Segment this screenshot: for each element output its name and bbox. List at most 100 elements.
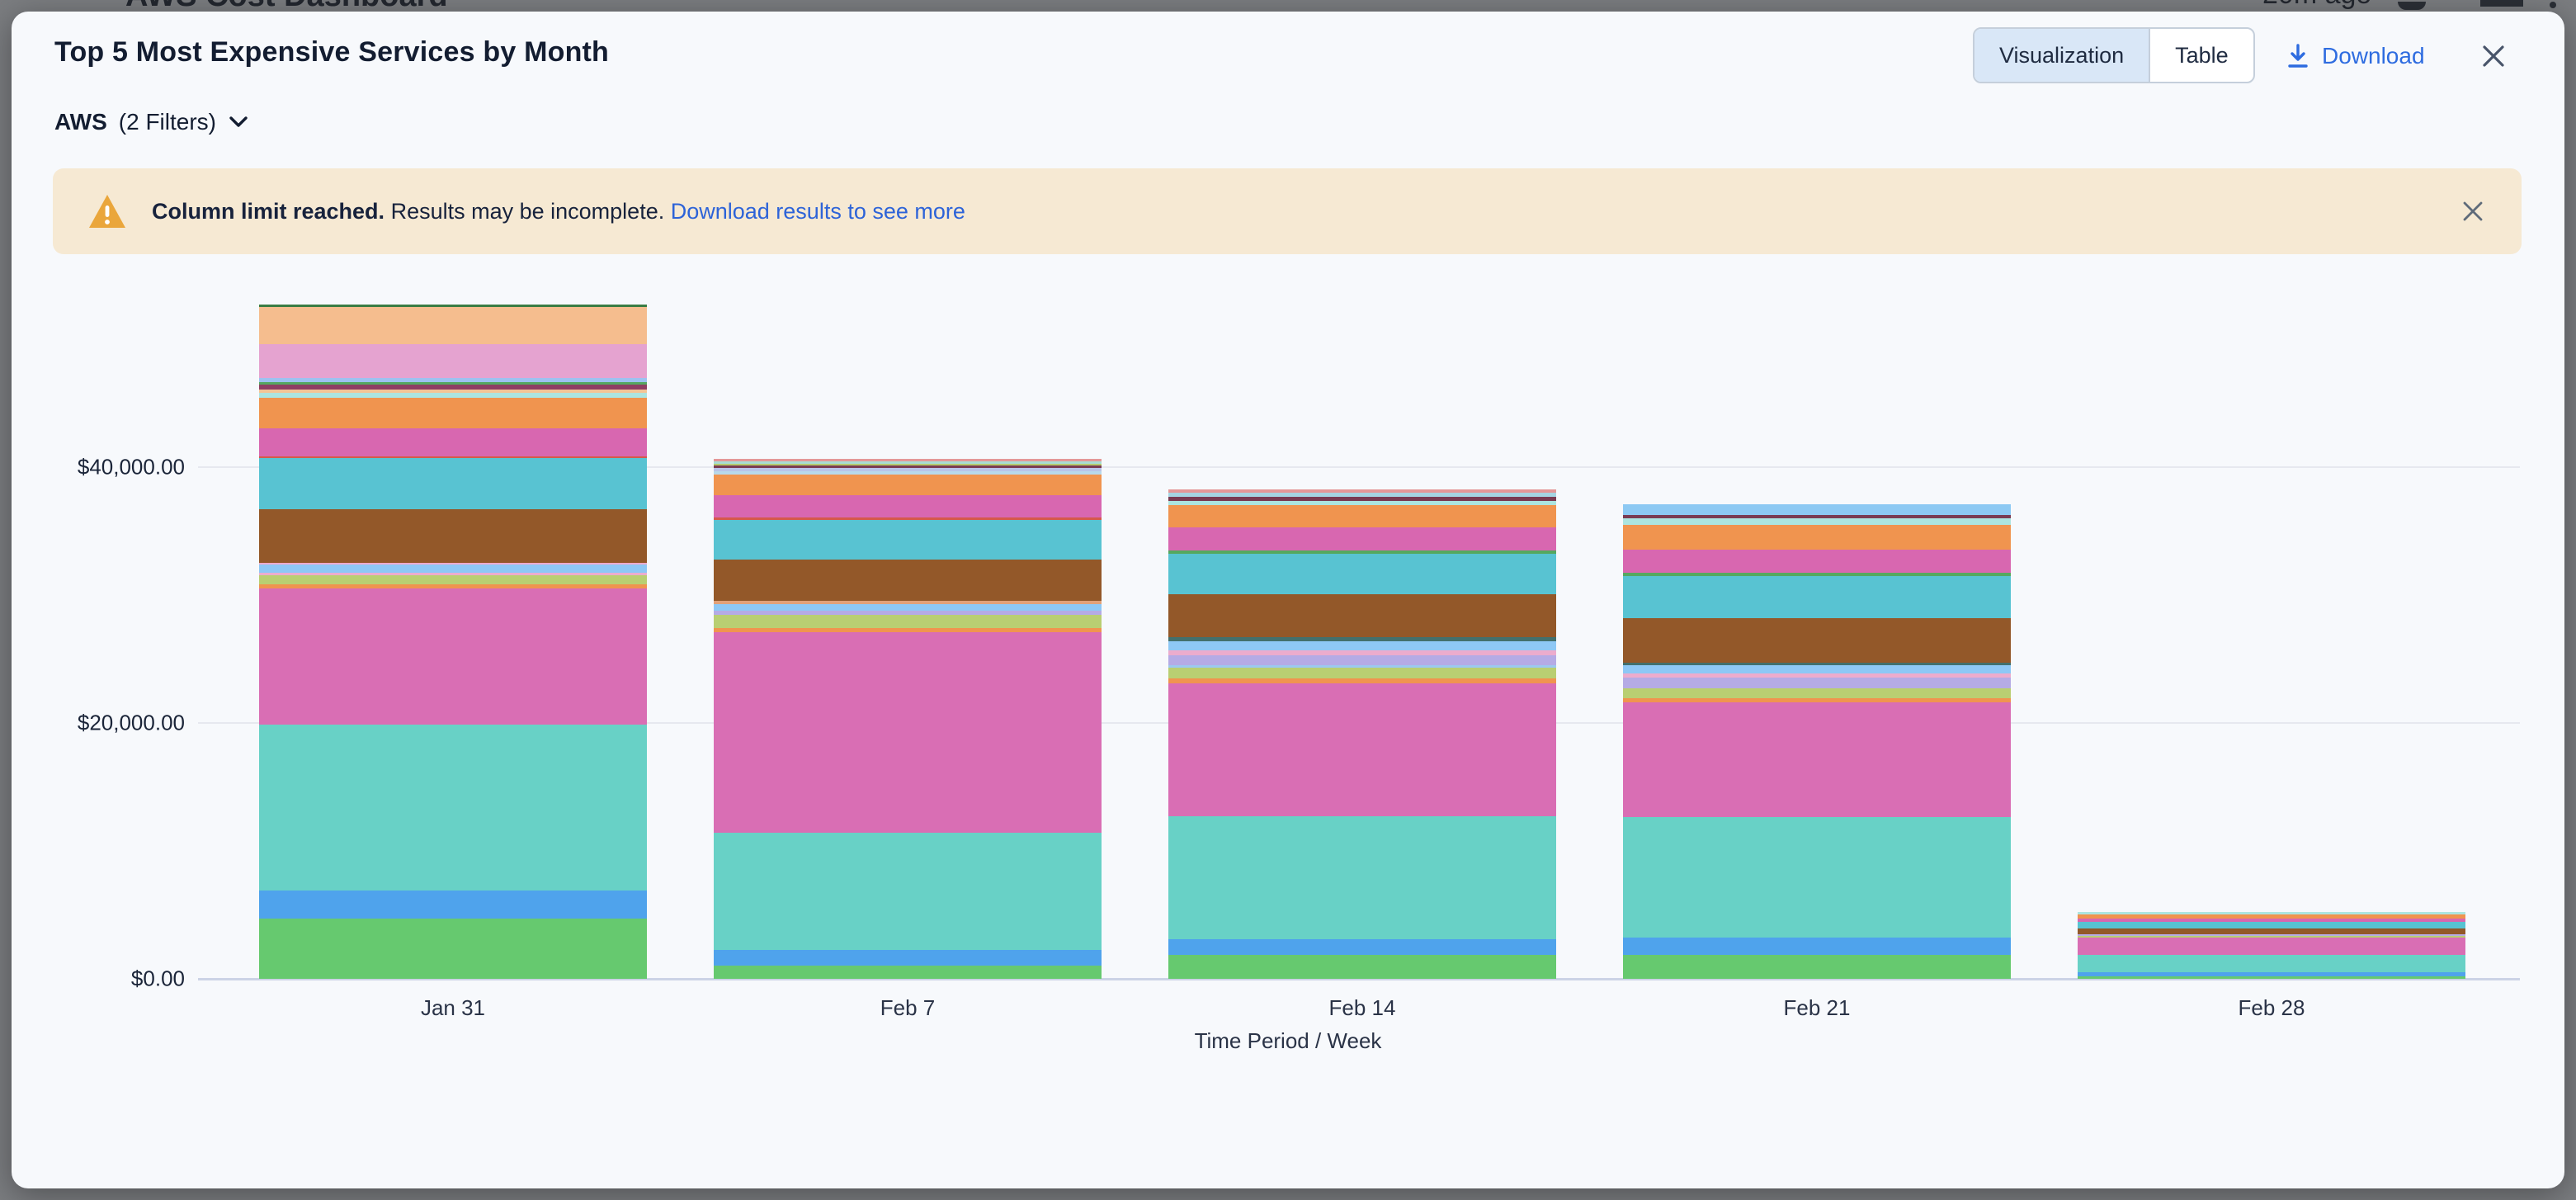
bar-segment-plum[interactable] (259, 344, 647, 379)
bar-segment-salmon-cap[interactable] (1168, 489, 1556, 494)
bar-jan-31[interactable] (259, 305, 647, 979)
bar-segment-red-sliver[interactable] (714, 517, 1102, 520)
bar-segment-magenta[interactable] (714, 494, 1102, 517)
bar-segment-teal[interactable] (1168, 553, 1556, 594)
bar-segment-blue[interactable] (2078, 971, 2465, 976)
bar-segment-pale-teal[interactable] (714, 461, 1102, 464)
bar-segment-green[interactable] (2078, 976, 2465, 979)
bar-segment-blue[interactable] (259, 891, 647, 919)
filter-dropdown[interactable]: AWS (2 Filters) (54, 109, 249, 135)
tab-visualization[interactable]: Visualization (1974, 29, 2149, 82)
bar-segment-yellow-green[interactable] (2078, 935, 2465, 938)
bar-segment-teal[interactable] (259, 458, 647, 510)
bar-segment-periwinkle[interactable] (1623, 678, 2011, 689)
bar-feb-14[interactable] (1168, 489, 1556, 979)
bar-segment-turquoise[interactable] (259, 724, 647, 891)
bar-segment-teal[interactable] (1623, 576, 2011, 619)
bar-segment-pale-sky-sliver[interactable] (1168, 664, 1556, 668)
bar-segment-orange[interactable] (1168, 504, 1556, 527)
bar-segment-pink[interactable] (1168, 683, 1556, 816)
banner-dismiss-button[interactable] (2457, 196, 2489, 227)
bar-segment-orange[interactable] (2078, 914, 2465, 919)
bar-segment-red-sliver[interactable] (259, 456, 647, 459)
bar-segment-orange-sliver[interactable] (1168, 678, 1556, 683)
bar-segment-magenta[interactable] (2078, 918, 2465, 922)
bar-segment-pink[interactable] (1623, 702, 2011, 818)
bar-segment-sky-blue[interactable] (714, 604, 1102, 612)
bar-segment-magenta[interactable] (1168, 527, 1556, 550)
bar-segment-brown[interactable] (1623, 618, 2011, 664)
bar-segment-yellow-green[interactable] (259, 575, 647, 585)
bar-segment-pale-teal[interactable] (259, 393, 647, 399)
bar-segment-yellow-green-sliver[interactable] (714, 463, 1102, 465)
bar-segment-pale-teal[interactable] (1168, 500, 1556, 505)
download-button[interactable]: Download (2286, 38, 2425, 74)
bar-segment-maroon[interactable] (1168, 497, 1556, 501)
bar-segment-blue[interactable] (714, 949, 1102, 966)
bar-segment-orange-sliver[interactable] (1623, 698, 2011, 703)
bar-segment-yellow-green[interactable] (1168, 667, 1556, 678)
bar-segment-blue[interactable] (1168, 938, 1556, 955)
bar-segment-orange-sliver[interactable] (259, 584, 647, 589)
bar-segment-green[interactable] (1168, 955, 1556, 979)
bar-segment-blue[interactable] (1623, 938, 2011, 955)
bar-segment-maroon[interactable] (1623, 515, 2011, 519)
bar-segment-slate-sliver[interactable] (1168, 636, 1556, 641)
bar-segment-pale-teal[interactable] (1623, 518, 2011, 525)
bar-segment-pink[interactable] (714, 631, 1102, 833)
bar-segment-sky-blue[interactable] (259, 565, 647, 574)
bar-segment-brown[interactable] (2078, 928, 2465, 934)
download-results-link[interactable]: Download results to see more (670, 198, 965, 224)
bar-segment-teal[interactable] (714, 519, 1102, 560)
bar-segment-peach[interactable] (259, 307, 647, 345)
bar-segment-salmon-cap[interactable] (714, 458, 1102, 461)
bar-segment-dark-green-cap[interactable] (259, 305, 647, 308)
bar-segment-maroon[interactable] (714, 465, 1102, 468)
bar-segment-orange[interactable] (259, 398, 647, 429)
bar-segment-teal[interactable] (2078, 921, 2465, 928)
bar-segment-orange[interactable] (714, 474, 1102, 495)
bar-segment-sky-blue[interactable] (1168, 640, 1556, 650)
bar-segment-tan-sliver[interactable] (714, 601, 1102, 605)
bar-segment-tan[interactable] (259, 390, 647, 394)
bar-segment-green[interactable] (1623, 955, 2011, 979)
modal-close-button[interactable] (2477, 40, 2510, 73)
bar-segment-brown[interactable] (259, 509, 647, 564)
bar-segment-orange[interactable] (1623, 525, 2011, 550)
bar-segment-sky-sliver[interactable] (259, 378, 647, 383)
bar-segment-brown[interactable] (1168, 593, 1556, 637)
bar-segment-pink[interactable] (2078, 937, 2465, 955)
bar-segment-green-sliver[interactable] (259, 382, 647, 385)
bar-segment-green[interactable] (259, 919, 647, 979)
bar-segment-periwinkle[interactable] (1168, 654, 1556, 665)
bar-segment-magenta[interactable] (259, 428, 647, 457)
bar-feb-28[interactable] (2078, 911, 2465, 979)
bar-segment-brown[interactable] (714, 559, 1102, 602)
bar-segment-slate-sliver[interactable] (1623, 663, 2011, 666)
tab-table[interactable]: Table (2149, 29, 2253, 82)
bar-segment-maroon[interactable] (259, 385, 647, 390)
bar-segment-magenta[interactable] (1623, 550, 2011, 574)
bar-feb-21[interactable] (1623, 504, 2011, 979)
bar-segment-sky-blue[interactable] (1623, 665, 2011, 674)
bar-segment-sky-cap[interactable] (1623, 504, 2011, 516)
bar-segment-pink[interactable] (259, 588, 647, 725)
bar-segment-turquoise[interactable] (1168, 815, 1556, 939)
bar-segment-periwinkle[interactable] (714, 611, 1102, 616)
bar-segment-turquoise[interactable] (714, 833, 1102, 950)
bar-feb-7[interactable] (714, 458, 1102, 979)
bar-segment-pale-sky[interactable] (1168, 493, 1556, 497)
bar-segment-plum-sliver[interactable] (1168, 650, 1556, 655)
bar-segment-turquoise[interactable] (2078, 954, 2465, 972)
bar-segment-pale-teal[interactable] (2078, 911, 2465, 914)
bar-segment-plum-sliver[interactable] (1623, 673, 2011, 678)
bar-segment-periwinkle[interactable] (2078, 933, 2465, 936)
bar-segment-pale-sky[interactable] (714, 470, 1102, 475)
bar-segment-green-sliver[interactable] (1623, 573, 2011, 577)
bar-segment-plum-sliver-2[interactable] (259, 563, 647, 565)
bar-segment-plum-sliver[interactable] (259, 573, 647, 576)
bar-segment-periwinkle-sliver[interactable] (714, 467, 1102, 471)
bar-segment-turquoise[interactable] (1623, 817, 2011, 938)
bar-segment-green-sliver[interactable] (1168, 550, 1556, 554)
bar-segment-green[interactable] (714, 966, 1102, 979)
